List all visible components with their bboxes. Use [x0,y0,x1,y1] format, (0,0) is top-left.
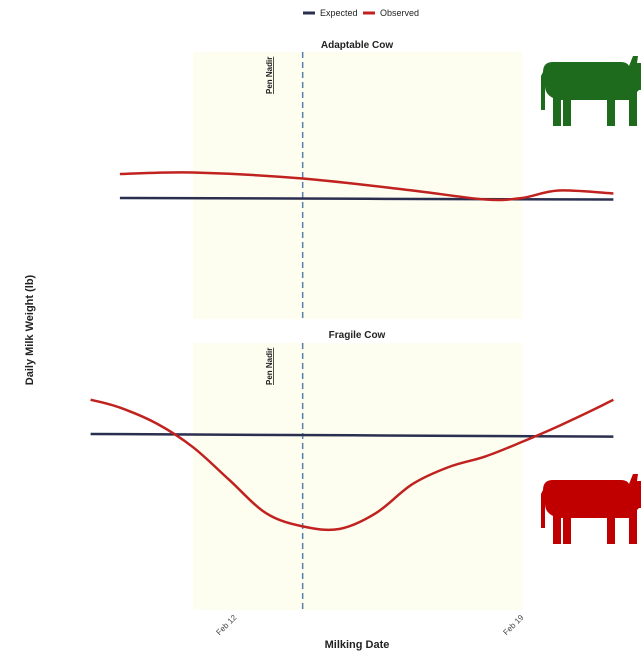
cow-icon-shape-fragile [541,474,641,544]
shaded-band-fragile [193,343,522,610]
reference-label-adaptable: Pen Nadir [265,57,274,94]
legend: Expected Observed [303,8,419,18]
x-axis-title: Milking Date [325,639,390,651]
x-tick-label-feb-19: Feb 19 [501,613,525,637]
shaded-band-adaptable [193,52,522,319]
panel-adaptable-cow: Adaptable Cow Pen Nadir [120,40,641,319]
legend-label-expected: Expected [320,8,358,18]
cow-icon-shape-adaptable [541,56,641,126]
x-tick-label-feb-12: Feb 12 [214,613,238,637]
cow-icon [541,56,641,126]
series-line-expected-adaptable [120,198,614,200]
panel-title-adaptable: Adaptable Cow [321,40,393,51]
legend-label-observed: Observed [380,8,419,18]
y-axis-title: Daily Milk Weight (lb) [24,274,36,385]
panel-fragile-cow: Fragile Cow Pen Nadir [91,330,641,610]
reference-label-fragile: Pen Nadir [265,348,274,385]
cow-icon [541,474,641,544]
panel-title-fragile: Fragile Cow [329,330,386,341]
